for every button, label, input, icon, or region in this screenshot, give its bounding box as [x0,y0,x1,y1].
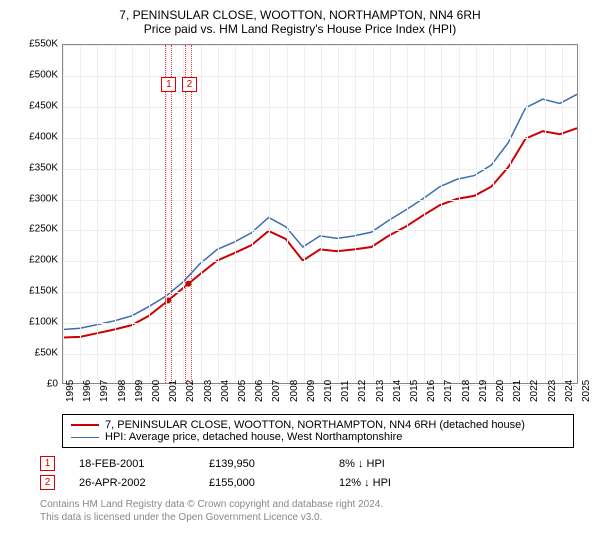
y-axis-label: £500K [20,69,58,80]
y-axis-label: £550K [20,39,58,50]
sale-price: £139,950 [209,458,339,470]
y-axis-label: £50K [20,348,58,359]
gridline-h [63,107,577,108]
sale-marker-band [165,45,172,383]
gridline-h [63,354,577,355]
gridline-h [63,76,577,77]
legend-row: 7, PENINSULAR CLOSE, WOOTTON, NORTHAMPTO… [71,419,565,431]
gridline-v [115,45,116,383]
sale-marker-box: 1 [161,77,176,92]
gridline-v [97,45,98,383]
y-axis-label: £200K [20,255,58,266]
y-axis-label: £350K [20,162,58,173]
gridline-v [476,45,477,383]
gridline-h [63,200,577,201]
gridline-v [287,45,288,383]
gridline-v [80,45,81,383]
y-axis-label: £450K [20,100,58,111]
gridline-v [218,45,219,383]
sale-date: 18-FEB-2001 [79,458,209,470]
gridline-h [63,323,577,324]
legend-swatch [71,437,99,438]
sale-price: £155,000 [209,477,339,489]
gridline-h [63,230,577,231]
gridline-v [132,45,133,383]
gridline-v [149,45,150,383]
gridline-h [63,138,577,139]
legend-label: HPI: Average price, detached house, West… [105,431,402,443]
gridline-v [235,45,236,383]
legend-swatch [71,424,99,426]
sale-date: 26-APR-2002 [79,477,209,489]
gridline-h [63,292,577,293]
y-axis-label: £100K [20,317,58,328]
gridline-v [441,45,442,383]
title-block: 7, PENINSULAR CLOSE, WOOTTON, NORTHAMPTO… [10,8,590,36]
gridline-v [390,45,391,383]
y-axis-label: £400K [20,131,58,142]
sale-marker-band [185,45,192,383]
x-axis-label: 2025 [581,380,600,402]
gridline-h [63,45,577,46]
series-hpi [63,94,577,329]
sales-table: 1 18-FEB-2001£139,9508% ↓ HPI 2 26-APR-2002… [40,456,590,490]
sale-marker-box: 2 [182,77,197,92]
sale-pct-vs-hpi: 8% ↓ HPI [339,458,469,470]
footer-attribution: Contains HM Land Registry data © Crown c… [40,498,590,524]
chart-area: 12 £0 £50K £100K £150K £200K £250K £300K £350K £… [22,40,582,410]
sale-pct-vs-hpi: 12% ↓ HPI [339,477,469,489]
gridline-v [63,45,64,383]
series-property [63,128,577,337]
gridline-v [493,45,494,383]
sale-row: 2 26-APR-2002£155,00012% ↓ HPI [40,475,590,490]
gridline-v [321,45,322,383]
gridline-v [579,45,580,383]
gridline-v [545,45,546,383]
legend-box: 7, PENINSULAR CLOSE, WOOTTON, NORTHAMPTO… [62,414,574,448]
footer-line-2: This data is licensed under the Open Gov… [40,511,590,524]
legend-label: 7, PENINSULAR CLOSE, WOOTTON, NORTHAMPTO… [105,419,525,431]
gridline-v [304,45,305,383]
title-line-1: 7, PENINSULAR CLOSE, WOOTTON, NORTHAMPTO… [10,8,590,22]
gridline-v [407,45,408,383]
y-axis-label: £0 [20,379,58,390]
gridline-v [252,45,253,383]
chart-svg [63,45,577,384]
y-axis-label: £150K [20,286,58,297]
legend-row: HPI: Average price, detached house, West… [71,431,565,443]
gridline-h [63,261,577,262]
gridline-v [269,45,270,383]
gridline-v [459,45,460,383]
page-container: 7, PENINSULAR CLOSE, WOOTTON, NORTHAMPTO… [0,0,600,560]
sale-row-marker: 2 [40,475,55,490]
gridline-v [373,45,374,383]
gridline-v [355,45,356,383]
gridline-v [424,45,425,383]
gridline-v [562,45,563,383]
gridline-v [201,45,202,383]
gridline-v [527,45,528,383]
sale-row: 1 18-FEB-2001£139,9508% ↓ HPI [40,456,590,471]
gridline-v [338,45,339,383]
y-axis-label: £250K [20,224,58,235]
chart-plot: 12 [62,44,578,384]
title-line-2: Price paid vs. HM Land Registry's House … [10,22,590,36]
sale-row-marker: 1 [40,456,55,471]
gridline-h [63,169,577,170]
gridline-v [510,45,511,383]
footer-line-1: Contains HM Land Registry data © Crown c… [40,498,590,511]
y-axis-label: £300K [20,193,58,204]
gridline-v [183,45,184,383]
